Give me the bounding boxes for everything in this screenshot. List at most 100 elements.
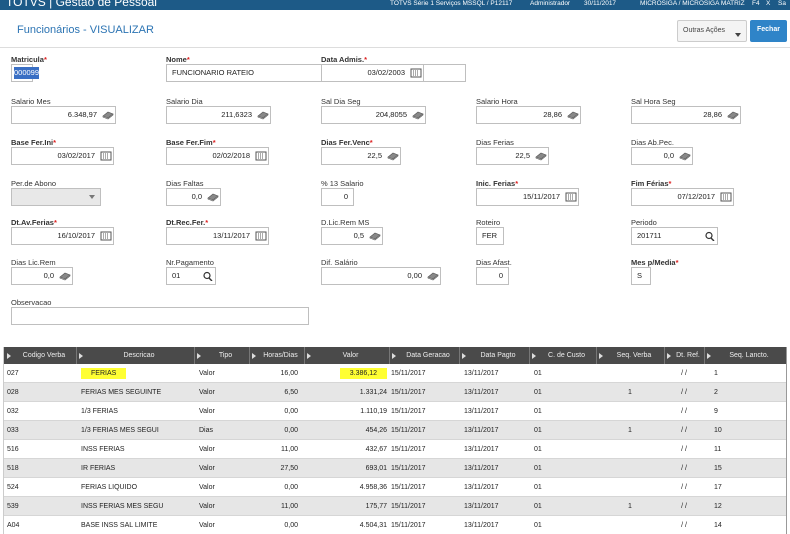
input-field[interactable]: 0,0 <box>631 147 693 165</box>
column-header[interactable]: Dt. Ref. <box>676 352 700 359</box>
header-sort-arrow[interactable] <box>667 353 671 359</box>
input-field[interactable]: 204,8055 <box>321 106 426 124</box>
grid-row[interactable]: A04 BASE INSS SAL LIMITE Valor 0,00 4.504,31… <box>4 516 786 534</box>
header-sort-arrow[interactable] <box>532 353 536 359</box>
srch-icon[interactable] <box>704 231 716 241</box>
coin-icon[interactable] <box>387 151 399 161</box>
grid-cell: FERIAS MES SEGUINTE <box>81 383 194 402</box>
coin-icon[interactable] <box>412 110 424 120</box>
input-field[interactable]: 03/02/2017 <box>11 147 114 165</box>
cal-icon[interactable] <box>100 231 112 241</box>
coin-icon[interactable] <box>567 110 579 120</box>
input-field[interactable]: 22,5 <box>476 147 549 165</box>
input-field[interactable]: 07/12/2017 <box>631 188 734 206</box>
field-label: Sal Dia Seg <box>321 97 361 106</box>
input-field[interactable]: 0,0 <box>11 267 73 285</box>
srch-icon[interactable] <box>202 271 214 281</box>
cal-icon[interactable] <box>100 151 112 161</box>
more-actions-button[interactable]: Outras Ações <box>677 20 747 42</box>
grid-row[interactable]: 539 INSS FERIAS MES SEGU Valor 11,00 175,77 1… <box>4 497 786 516</box>
column-header[interactable]: Data Geracao <box>406 352 450 359</box>
input-field[interactable]: 201711 <box>631 227 718 245</box>
input-field[interactable]: FER <box>476 227 504 245</box>
coin-icon[interactable] <box>727 110 739 120</box>
column-header[interactable]: Descricao <box>123 352 155 359</box>
cell-text: / / <box>681 522 687 529</box>
coin-icon[interactable] <box>257 110 269 120</box>
cell-text: 01 <box>534 408 542 415</box>
column-header[interactable]: Seq. Lancto. <box>729 352 769 359</box>
grid-cell: Valor <box>199 478 249 497</box>
header-sort-arrow[interactable] <box>392 353 396 359</box>
coin-icon[interactable] <box>207 192 219 202</box>
input-field[interactable]: 6.348,97 <box>11 106 116 124</box>
column-header[interactable]: Horas/Dias <box>263 352 298 359</box>
coin-icon[interactable] <box>427 271 439 281</box>
column-header[interactable]: Codigo Verba <box>22 352 66 359</box>
cal-icon[interactable] <box>255 231 267 241</box>
grid-row[interactable]: 028 FERIAS MES SEGUINTE Valor 6,50 1.331,24 1… <box>4 383 786 402</box>
input-field[interactable] <box>11 307 309 325</box>
grid-cell: 1 <box>596 497 664 516</box>
input-field[interactable]: 0 <box>321 188 354 206</box>
input-field[interactable]: 0,00 <box>321 267 441 285</box>
grid-row[interactable]: 033 1/3 FERIAS MES SEGUI Dias 0,00 454,26 15/… <box>4 421 786 440</box>
coin-icon[interactable] <box>59 271 71 281</box>
input-field[interactable]: 16/10/2017 <box>11 227 114 245</box>
input-field[interactable]: 000099 <box>11 64 40 82</box>
column-header[interactable]: Seq. Verba <box>616 352 652 359</box>
cal-icon[interactable] <box>255 151 267 161</box>
cell-text: 01 <box>534 446 542 453</box>
grid-cell: 4.504,31 <box>304 516 387 534</box>
coin-icon[interactable] <box>102 110 114 120</box>
input-field[interactable]: 03/02/2003 <box>321 64 424 82</box>
input-field[interactable]: S <box>631 267 651 285</box>
grid-cell: 524 <box>7 478 76 497</box>
grid-cell: Valor <box>199 516 249 534</box>
cal-icon[interactable] <box>565 192 577 202</box>
column-header[interactable]: Data Pagto <box>480 352 516 359</box>
column-header[interactable]: Valor <box>342 352 359 359</box>
grid-row[interactable]: 516 INSS FERIAS Valor 11,00 432,67 15/11/2017… <box>4 440 786 459</box>
input-field[interactable]: 28,86 <box>631 106 741 124</box>
top-item: Administrador <box>530 0 571 7</box>
header-sort-arrow[interactable] <box>79 353 83 359</box>
coin-icon[interactable] <box>535 151 547 161</box>
header-sort-arrow[interactable] <box>462 353 466 359</box>
input-field[interactable]: 13/11/2017 <box>166 227 269 245</box>
header-sort-arrow[interactable] <box>599 353 603 359</box>
grid-cell: 1 <box>714 364 786 383</box>
input-field[interactable]: 28,86 <box>476 106 581 124</box>
sel-icon[interactable] <box>86 192 98 202</box>
coin-icon[interactable] <box>369 231 381 241</box>
input-field[interactable] <box>11 188 101 206</box>
header-sort-arrow[interactable] <box>252 353 256 359</box>
header-sort-arrow[interactable] <box>707 353 711 359</box>
grid-row[interactable]: 518 IR FERIAS Valor 27,50 693,01 15/11/2017 13… <box>4 459 786 478</box>
header-sort-arrow[interactable] <box>307 353 311 359</box>
input-field[interactable]: 15/11/2017 <box>476 188 579 206</box>
grid-cell: 0,00 <box>249 421 298 440</box>
grid-row[interactable]: 027 FERIAS Valor 16,00 3.386,12 15/11/2017 13/… <box>4 364 786 383</box>
grid-row[interactable]: 032 1/3 FERIAS Valor 0,00 1.110,19 15/11/2017… <box>4 402 786 421</box>
input-field[interactable]: 0 <box>476 267 509 285</box>
input-field[interactable]: 211,6323 <box>166 106 271 124</box>
cell-text: 524 <box>7 484 19 491</box>
cal-icon[interactable] <box>410 68 422 78</box>
close-button[interactable]: Fechar <box>750 20 787 42</box>
input-field[interactable]: 22,5 <box>321 147 401 165</box>
field-label: Dias Ferias <box>476 138 514 147</box>
coin-icon[interactable] <box>679 151 691 161</box>
grid-row[interactable]: 524 FERIAS LIQUIDO Valor 0,00 4.958,36 15/11/… <box>4 478 786 497</box>
field-value: 28,86 <box>703 110 722 119</box>
input-field[interactable]: 0,0 <box>166 188 221 206</box>
column-header[interactable]: C. de Custo <box>548 352 585 359</box>
cal-icon[interactable] <box>720 192 732 202</box>
header-sort-arrow[interactable] <box>7 353 11 359</box>
column-header[interactable]: Tipo <box>218 352 233 359</box>
header-sort-arrow[interactable] <box>197 353 201 359</box>
input-field[interactable]: 01 <box>166 267 216 285</box>
input-field[interactable]: 02/02/2018 <box>166 147 269 165</box>
cell-text: 027 <box>7 370 19 377</box>
input-field[interactable]: 0,5 <box>321 227 383 245</box>
